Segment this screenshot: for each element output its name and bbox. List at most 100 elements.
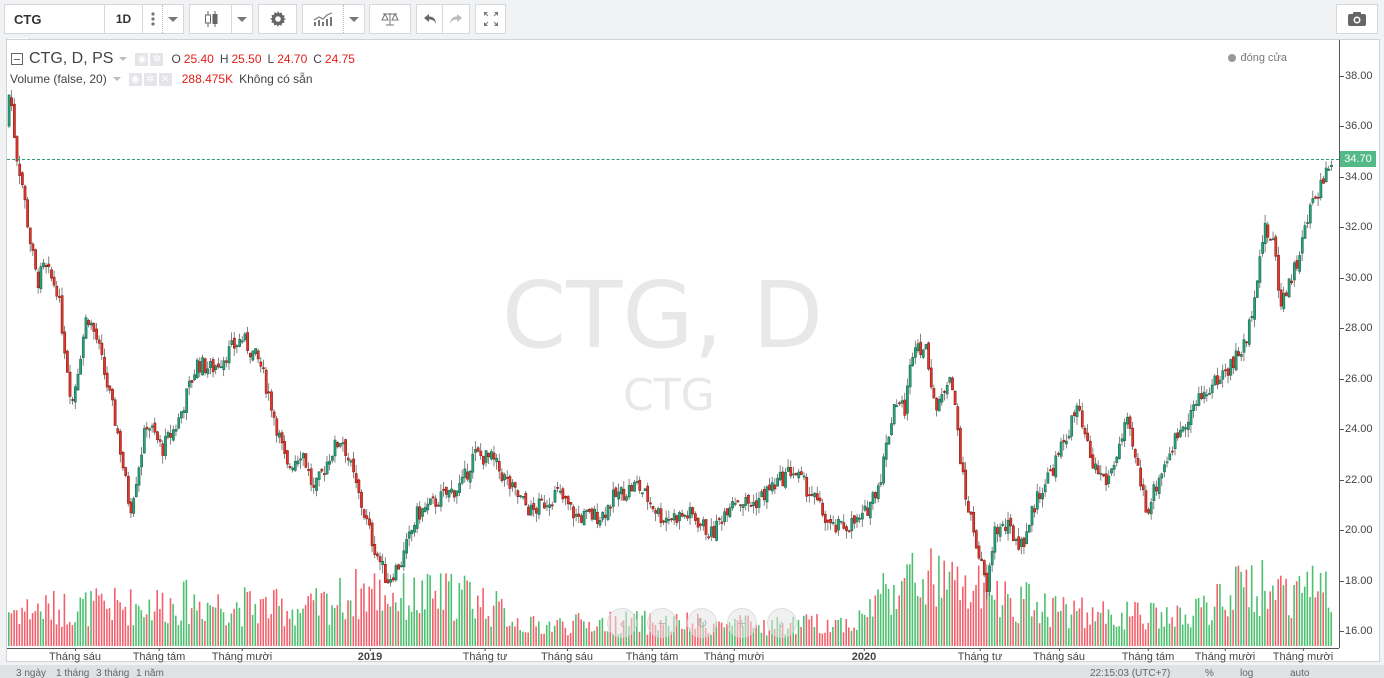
percent-toggle[interactable]: % <box>1205 668 1214 678</box>
minus-icon: − <box>657 615 667 631</box>
high-label: H <box>219 52 229 66</box>
close-label: C <box>313 52 322 66</box>
auto-toggle[interactable]: auto <box>1290 668 1310 678</box>
price-tick: 18.00 <box>1340 575 1373 587</box>
undo-icon <box>423 14 436 24</box>
compare-button[interactable] <box>370 5 410 33</box>
price-tick: 26.00 <box>1340 373 1373 385</box>
chevron-down-icon[interactable] <box>119 57 128 61</box>
candles-icon <box>204 11 218 27</box>
market-status: đóng cửa <box>1228 52 1287 64</box>
main-series-legend: CTG, D, PS ◉ ✲ O 25.40 H 25.50 L 24.70 C… <box>11 50 355 68</box>
vertical-dots-icon <box>150 12 155 26</box>
volume-value: 288.475K <box>181 72 234 86</box>
settings-button[interactable] <box>259 5 296 33</box>
reset-icon: ↻ <box>696 614 708 631</box>
chevron-down-icon <box>349 16 360 22</box>
close-icon[interactable]: ✕ <box>158 72 172 86</box>
reset-button[interactable]: ↻ <box>687 608 717 638</box>
time-tick: Tháng tám <box>1121 648 1175 663</box>
indicators-dropdown[interactable] <box>344 5 364 33</box>
range-3d[interactable]: 3 ngày <box>16 668 47 678</box>
candlestick-plot <box>7 89 1333 646</box>
price-tick: 22.00 <box>1340 474 1373 486</box>
range-1m[interactable]: 1 tháng <box>56 668 90 678</box>
fullscreen-icon <box>483 12 498 26</box>
interval-more-button[interactable] <box>143 5 163 33</box>
open-value: 25.40 <box>183 52 214 66</box>
status-dot-icon <box>1228 54 1237 62</box>
zoom-in-button[interactable]: + <box>727 608 757 638</box>
time-tick: Tháng tám <box>625 648 679 663</box>
price-tick: 38.00 <box>1340 70 1373 82</box>
price-tick: 24.00 <box>1340 423 1373 435</box>
redo-button[interactable] <box>443 5 469 33</box>
time-tick: 2019 <box>357 648 383 663</box>
time-axis[interactable]: Tháng sáu Tháng tám Tháng mười 2019 Tháng tư… <box>7 648 1339 663</box>
symbol-input[interactable]: CTG <box>5 5 105 33</box>
interval-dropdown-button[interactable] <box>163 5 183 33</box>
volume-title[interactable]: Volume (false, 20) <box>10 72 107 86</box>
scroll-left-button[interactable]: ‹ <box>607 608 637 638</box>
range-3m[interactable]: 3 tháng <box>96 668 130 678</box>
history-group <box>416 4 470 34</box>
top-toolbar: CTG 1D <box>0 0 1384 38</box>
indicators-button[interactable] <box>303 5 345 33</box>
price-pane[interactable]: CTG, D CTG CTG, D, PS ◉ ✲ O 25.40 H 25.5… <box>7 40 1339 648</box>
clock: 22:15:03 (UTC+7) <box>1090 668 1171 678</box>
low-value: 24.70 <box>277 52 308 66</box>
symbol-interval-group: CTG 1D <box>4 4 184 34</box>
price-tick: 16.00 <box>1340 625 1373 637</box>
eye-icon[interactable]: ◉ <box>135 52 149 66</box>
scale-balance-icon <box>381 12 399 26</box>
indicators-icon <box>313 12 333 26</box>
chevron-down-icon <box>168 16 178 22</box>
price-tick: 30.00 <box>1340 272 1373 284</box>
scroll-right-button[interactable]: › <box>767 608 797 638</box>
chart-type-button[interactable] <box>190 5 233 33</box>
chart-type-group <box>189 4 253 34</box>
fullscreen-button[interactable] <box>476 5 505 33</box>
collapse-legend-button[interactable] <box>11 53 23 65</box>
compare-group <box>369 4 411 34</box>
series-title[interactable]: CTG, D, PS <box>29 50 114 67</box>
price-tick: 28.00 <box>1340 322 1373 334</box>
bottom-bar: 3 ngày 1 tháng 3 tháng 1 năm 22:15:03 (U… <box>0 665 1384 678</box>
time-tick: Tháng sáu <box>1033 648 1085 663</box>
volume-ma-value: Không có sẵn <box>239 72 313 86</box>
range-1y[interactable]: 1 năm <box>136 668 164 678</box>
time-tick: Tháng sáu <box>49 648 101 663</box>
chart-type-dropdown[interactable] <box>232 5 252 33</box>
screenshot-button[interactable] <box>1336 4 1378 34</box>
eye-icon[interactable]: ◉ <box>128 72 142 86</box>
redo-icon <box>450 14 462 24</box>
low-label: L <box>267 52 275 66</box>
log-toggle[interactable]: log <box>1240 668 1254 678</box>
watermark-main: CTG, D <box>502 262 824 369</box>
time-tick: Tháng sáu <box>541 648 593 663</box>
chevron-left-icon: ‹ <box>619 615 625 631</box>
interval-button[interactable]: 1D <box>105 5 143 33</box>
chevron-right-icon: › <box>779 615 785 631</box>
time-tick: 2020 <box>851 648 877 663</box>
high-value: 25.50 <box>231 52 262 66</box>
chart-frame: CTG, D CTG CTG, D, PS ◉ ✲ O 25.40 H 25.5… <box>6 39 1381 663</box>
last-price-line <box>7 159 1339 161</box>
price-tick: 32.00 <box>1340 221 1373 233</box>
price-axis[interactable]: 38.00 36.00 34.00 32.00 30.00 28.00 26.00 24.00… <box>1339 40 1381 648</box>
chevron-down-icon <box>237 16 248 22</box>
watermark-sub: CTG <box>623 370 715 421</box>
camera-icon <box>1348 12 1366 26</box>
gear-icon <box>269 11 286 27</box>
gear-icon[interactable]: ✲ <box>143 72 157 86</box>
price-tick: 20.00 <box>1340 524 1373 536</box>
time-tick: Tháng tư <box>957 648 1003 663</box>
fullscreen-group <box>475 4 506 34</box>
undo-button[interactable] <box>417 5 444 33</box>
gear-icon[interactable]: ✲ <box>150 52 164 66</box>
last-price-tag: 34.70 <box>1340 151 1376 168</box>
chevron-down-icon[interactable] <box>112 77 121 81</box>
price-tick: 36.00 <box>1340 120 1373 132</box>
zoom-out-button[interactable]: − <box>647 608 677 638</box>
